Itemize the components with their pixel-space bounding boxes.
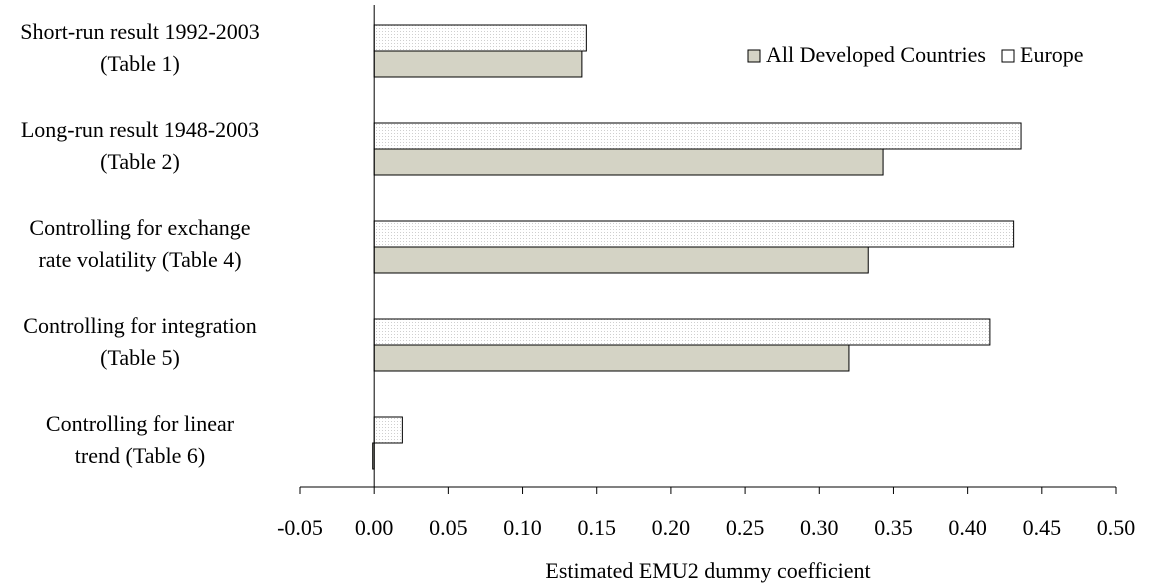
- bar-europe-1: [373, 24, 587, 52]
- x-tick-label: 0.40: [948, 515, 987, 540]
- x-tick-label: 0.15: [577, 515, 616, 540]
- legend-label-europe: Europe: [1020, 42, 1084, 67]
- x-tick-label: 0.20: [652, 515, 691, 540]
- category-label: Long-run result 1948-2003: [21, 117, 259, 142]
- x-tick-label: 0.00: [355, 515, 394, 540]
- bar-all-developed-countries-1: [373, 50, 583, 78]
- x-tick-label: -0.05: [277, 515, 323, 540]
- legend-swatch-all-developed-countries: [747, 49, 761, 63]
- bar-europe-4: [373, 318, 991, 346]
- legend: All Developed Countries Europe: [747, 42, 1084, 67]
- category-label: Short-run result 1992-2003: [20, 19, 260, 44]
- bar-all-developed-countries-3: [373, 246, 869, 274]
- bars: [372, 24, 1022, 470]
- x-tick-label: 0.50: [1097, 515, 1136, 540]
- x-tick-label: 0.25: [726, 515, 765, 540]
- x-axis-title: Estimated EMU2 dummy coefficient: [545, 558, 870, 583]
- x-tick-label: 0.35: [874, 515, 913, 540]
- bar-europe-3: [373, 220, 1015, 248]
- category-label: (Table 1): [100, 51, 180, 76]
- legend-label-all-developed-countries: All Developed Countries: [766, 42, 986, 67]
- bar-europe-5: [373, 416, 403, 444]
- category-label: Controlling for integration: [23, 313, 256, 338]
- bar-all-developed-countries-4: [373, 344, 850, 372]
- x-tick-label: 0.05: [429, 515, 468, 540]
- bar-all-developed-countries-2: [373, 148, 884, 176]
- legend-swatch-europe: [1001, 49, 1015, 63]
- x-tick-label: 0.30: [800, 515, 839, 540]
- category-label: (Table 2): [100, 149, 180, 174]
- x-tick-label: 0.10: [503, 515, 542, 540]
- bar-europe-2: [373, 122, 1022, 150]
- category-label: trend (Table 6): [75, 443, 205, 468]
- category-label: Controlling for exchange: [29, 215, 250, 240]
- category-labels: Short-run result 1992-2003 (Table 1) Long-…: [20, 19, 260, 468]
- x-axis-ticks: -0.05 0.00 0.05 0.10 0.15 0.20 0.25 0.30 0.35 0.4…: [277, 487, 1135, 540]
- x-tick-label: 0.45: [1023, 515, 1062, 540]
- category-label: Controlling for linear: [46, 411, 235, 436]
- category-label: (Table 5): [100, 345, 180, 370]
- category-label: rate volatility (Table 4): [38, 247, 241, 272]
